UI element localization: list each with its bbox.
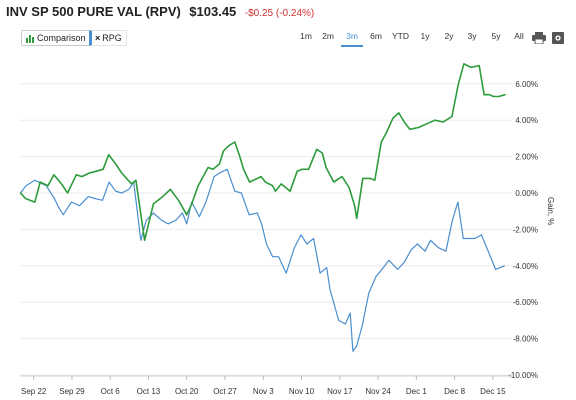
- x-tick-label: Dec 1: [406, 387, 427, 396]
- chip-label: RPG: [102, 33, 122, 43]
- y-tick-label: 2.00%: [515, 153, 538, 162]
- grid-lines: [20, 83, 512, 377]
- y-tick-label: -8.00%: [513, 335, 538, 344]
- series-line-rpv: [19, 63, 506, 242]
- range-3m[interactable]: 3m: [346, 31, 358, 41]
- price-change: -$0.25 (-0.24%): [244, 8, 315, 19]
- close-icon[interactable]: ×: [95, 33, 101, 43]
- x-tick-label: Oct 6: [101, 387, 121, 396]
- y-tick-label: -10.00%: [508, 371, 538, 380]
- x-tick-label: Sep 22: [21, 387, 47, 396]
- y-tick-label: -2.00%: [513, 225, 538, 234]
- range-2y[interactable]: 2y: [444, 31, 454, 41]
- range-1y[interactable]: 1y: [420, 31, 430, 41]
- settings-icon[interactable]: [552, 32, 564, 44]
- fund-price: $103.45: [189, 4, 237, 19]
- quote-header: INV SP 500 PURE VAL (RPV) $103.45 -$0.25…: [6, 3, 314, 21]
- x-tick-label: Sep 29: [59, 387, 85, 396]
- range-5y[interactable]: 5y: [491, 31, 501, 41]
- comparison-chip-rpg[interactable]: × RPG: [89, 30, 127, 46]
- range-3y[interactable]: 3y: [467, 31, 477, 41]
- x-tick-label: Dec 8: [444, 387, 465, 396]
- chart-toolbar: Comparison × RPG 1m 2m 3m 6m YTD 1y 2y 3…: [0, 28, 576, 48]
- comparison-button[interactable]: Comparison: [21, 30, 91, 46]
- x-tick-label: Nov 3: [253, 387, 274, 396]
- comparison-label: Comparison: [37, 33, 86, 43]
- y-axis-ticks: 6.00% 4.00% 2.00% 0.00% -2.00% -4.00% -6.00% -8…: [508, 80, 538, 380]
- range-all[interactable]: All: [514, 31, 524, 41]
- x-tick-label: Oct 13: [137, 387, 161, 396]
- series-line-rpg: [19, 168, 505, 352]
- comparison-chart: 6.00% 4.00% 2.00% 0.00% -2.00% -4.00% -6.00% -8…: [19, 63, 555, 396]
- series-lines: [19, 63, 506, 352]
- fund-title: INV SP 500 PURE VAL (RPV): [6, 4, 181, 19]
- y-tick-label: 6.00%: [515, 80, 538, 89]
- range-6m[interactable]: 6m: [370, 31, 382, 41]
- x-tick-label: Nov 10: [289, 387, 315, 396]
- range-1m[interactable]: 1m: [300, 31, 312, 41]
- range-2m[interactable]: 2m: [322, 31, 334, 41]
- x-tick-label: Nov 24: [365, 387, 391, 396]
- y-tick-label: 0.00%: [515, 189, 538, 198]
- print-icon[interactable]: [532, 32, 546, 44]
- x-tick-label: Oct 20: [175, 387, 199, 396]
- x-axis-ticks: Sep 22 Sep 29 Oct 6 Oct 13 Oct 20 Oct 27 Nov 3…: [21, 376, 506, 396]
- y-tick-label: 4.00%: [515, 116, 538, 125]
- active-range-indicator: [341, 45, 363, 47]
- x-tick-label: Oct 27: [213, 387, 237, 396]
- y-tick-label: -4.00%: [513, 262, 538, 271]
- x-tick-label: Dec 15: [480, 387, 506, 396]
- range-ytd[interactable]: YTD: [392, 31, 409, 41]
- bar-chart-icon: [26, 34, 34, 43]
- y-tick-label: -6.00%: [513, 298, 538, 307]
- x-tick-label: Nov 17: [327, 387, 353, 396]
- y-axis-label: Gain, %: [546, 197, 555, 225]
